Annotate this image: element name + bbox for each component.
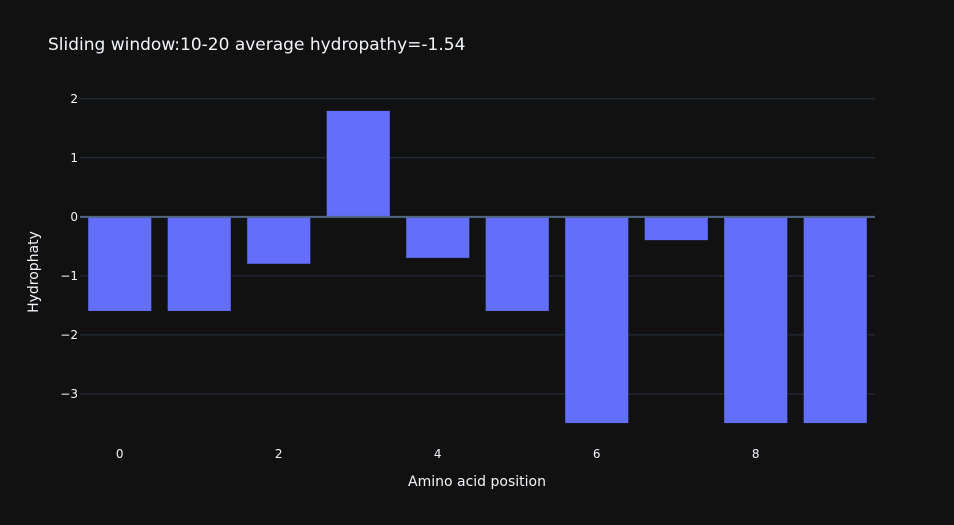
- bar-position-1[interactable]: [167, 216, 232, 312]
- bar-layer: [87, 110, 868, 424]
- y-tick-label: −1: [60, 269, 78, 283]
- x-tick-label: 2: [275, 447, 283, 461]
- y-tick-label: −3: [60, 387, 78, 401]
- chart-title: Sliding window:10-20 average hydropathy=…: [48, 35, 465, 55]
- bar-position-4[interactable]: [405, 216, 470, 259]
- y-tick-labels: −3 −2 −1 0 1 2: [60, 92, 78, 401]
- bar-position-7[interactable]: [644, 216, 709, 241]
- y-axis-label: Hydrophaty: [26, 231, 42, 313]
- bar-position-3[interactable]: [326, 110, 391, 218]
- bar-position-2[interactable]: [246, 216, 311, 265]
- y-tick-label: 1: [70, 151, 78, 165]
- bar-position-5[interactable]: [485, 216, 550, 312]
- bar-position-8[interactable]: [723, 216, 788, 424]
- x-tick-label: 6: [593, 447, 601, 461]
- y-tick-label: −2: [60, 328, 78, 342]
- x-tick-labels: 0 2 4 6 8: [116, 447, 760, 461]
- bar-position-9[interactable]: [803, 216, 868, 424]
- bar-position-0[interactable]: [87, 216, 152, 312]
- x-tick-label: 0: [116, 447, 124, 461]
- y-tick-label: 2: [70, 92, 78, 106]
- x-axis-label: Amino acid position: [408, 474, 546, 490]
- y-tick-label: 0: [70, 210, 78, 224]
- bar-position-6[interactable]: [564, 216, 629, 424]
- x-tick-label: 8: [752, 447, 760, 461]
- x-tick-label: 4: [434, 447, 442, 461]
